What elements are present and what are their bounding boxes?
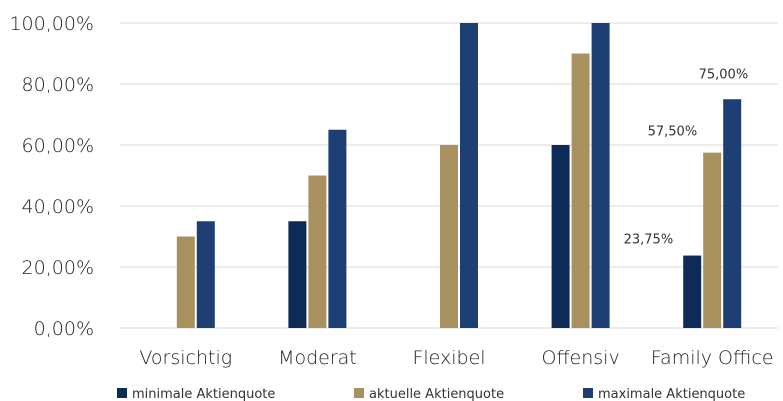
y-tick-label: 80,00% — [22, 74, 94, 96]
legend-swatch — [117, 388, 127, 398]
y-tick-label: 40,00% — [22, 196, 94, 218]
data-label: 57,50% — [648, 125, 698, 140]
bar-maximale-offensiv — [591, 23, 610, 328]
legend-label: maximale Aktienquote — [598, 387, 745, 401]
x-category-label: Family Office — [651, 347, 774, 369]
x-category-label: Moderat — [278, 347, 357, 369]
bar-aktuelle-vorsichtig — [176, 236, 195, 328]
data-label: 75,00% — [699, 67, 749, 82]
bar-minimale-offensiv — [551, 145, 570, 328]
bar-maximale-family-office — [723, 99, 742, 328]
bar-maximale-moderat — [328, 129, 347, 328]
legend-label: minimale Aktienquote — [132, 387, 275, 401]
bar-maximale-flexibel — [460, 23, 478, 328]
bar-minimale-family-office — [683, 255, 702, 328]
legend-swatch — [354, 388, 364, 398]
data-label: 23,75% — [624, 233, 674, 248]
legend-label: aktuelle Aktienquote — [369, 387, 504, 401]
y-tick-label: 0,00% — [34, 318, 94, 340]
bar-aktuelle-family-office — [703, 152, 722, 328]
bar-maximale-vorsichtig — [196, 221, 215, 328]
x-category-label: Vorsichtig — [139, 347, 232, 369]
y-tick-label: 20,00% — [22, 257, 94, 279]
y-tick-label: 100,00% — [9, 13, 94, 35]
bar-aktuelle-flexibel — [440, 145, 458, 328]
y-tick-label: 60,00% — [22, 135, 94, 157]
bar-aktuelle-moderat — [308, 175, 327, 328]
x-category-label: Offensiv — [541, 347, 619, 369]
bar-aktuelle-offensiv — [571, 53, 590, 328]
legend-swatch — [583, 388, 593, 398]
x-category-label: Flexibel — [412, 347, 485, 369]
bar-minimale-moderat — [288, 221, 307, 328]
